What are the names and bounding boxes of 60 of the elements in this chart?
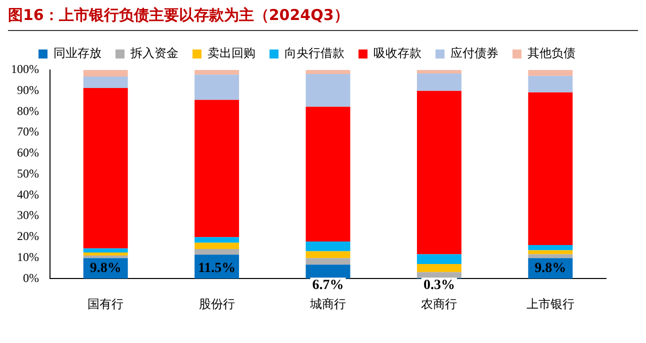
- data-label: 9.8%: [534, 261, 566, 276]
- x-tick-label: 国有行: [88, 296, 124, 311]
- chart-title: 图16：上市银行负债主要以存款为主（2024Q3）: [8, 6, 638, 31]
- y-tick-label: 0%: [22, 270, 39, 285]
- bar: [528, 245, 573, 250]
- bar: [528, 76, 573, 92]
- bar: [194, 100, 240, 238]
- bar: [306, 106, 350, 242]
- bar: [194, 237, 240, 243]
- x-tick-label: 股份行: [198, 296, 235, 311]
- bar: [194, 248, 240, 255]
- x-tick-label: 城商行: [309, 296, 346, 311]
- bar: [306, 258, 350, 265]
- legend-label: 吸收存款: [374, 46, 422, 60]
- y-tick-label: 90%: [16, 83, 39, 98]
- bar: [83, 88, 128, 248]
- y-tick-label: 10%: [16, 250, 39, 264]
- bar: [528, 254, 573, 258]
- y-tick-label: 60%: [16, 146, 39, 160]
- y-tick-label: 20%: [16, 229, 39, 244]
- legend-label: 卖出回购: [208, 46, 256, 60]
- bar: [194, 242, 240, 249]
- y-tick-label: 100%: [10, 62, 39, 76]
- bar: [416, 272, 462, 278]
- y-tick-label: 80%: [16, 104, 39, 118]
- y-tick-label: 30%: [16, 208, 39, 222]
- data-label: 11.5%: [198, 261, 236, 276]
- legend-label: 同业存放: [54, 46, 102, 60]
- legend-label: 拆入资金: [130, 46, 178, 60]
- bar: [83, 248, 128, 253]
- bar: [528, 92, 573, 246]
- bar: [416, 74, 462, 91]
- bar: [416, 254, 462, 264]
- x-tick-label: 农商行: [421, 296, 458, 311]
- bar: [83, 76, 128, 88]
- bar: [83, 70, 128, 76]
- data-label: 6.7%: [312, 278, 344, 294]
- y-tick-label: 50%: [16, 166, 39, 180]
- bar: [83, 252, 128, 256]
- bar: [528, 250, 573, 254]
- bar: [83, 255, 128, 258]
- bar: [306, 251, 350, 258]
- bar: [416, 70, 462, 74]
- bar: [194, 70, 240, 75]
- legend-label: 应付债券: [450, 46, 498, 60]
- x-tick-label: 上市银行: [526, 296, 574, 311]
- bar: [306, 74, 350, 107]
- bar: [416, 90, 462, 254]
- bar: [528, 70, 573, 76]
- legend-label: 其他负债: [528, 46, 576, 60]
- legend-label: 向央行借款: [284, 46, 344, 60]
- data-label: 9.8%: [90, 261, 122, 276]
- y-tick-label: 70%: [16, 124, 39, 139]
- y-tick-label: 40%: [16, 187, 39, 202]
- bar: [306, 241, 350, 252]
- bar: [416, 264, 462, 272]
- bar: [306, 70, 350, 74]
- data-label: 0.3%: [423, 278, 455, 294]
- bar: [306, 264, 350, 279]
- bar: [194, 74, 240, 100]
